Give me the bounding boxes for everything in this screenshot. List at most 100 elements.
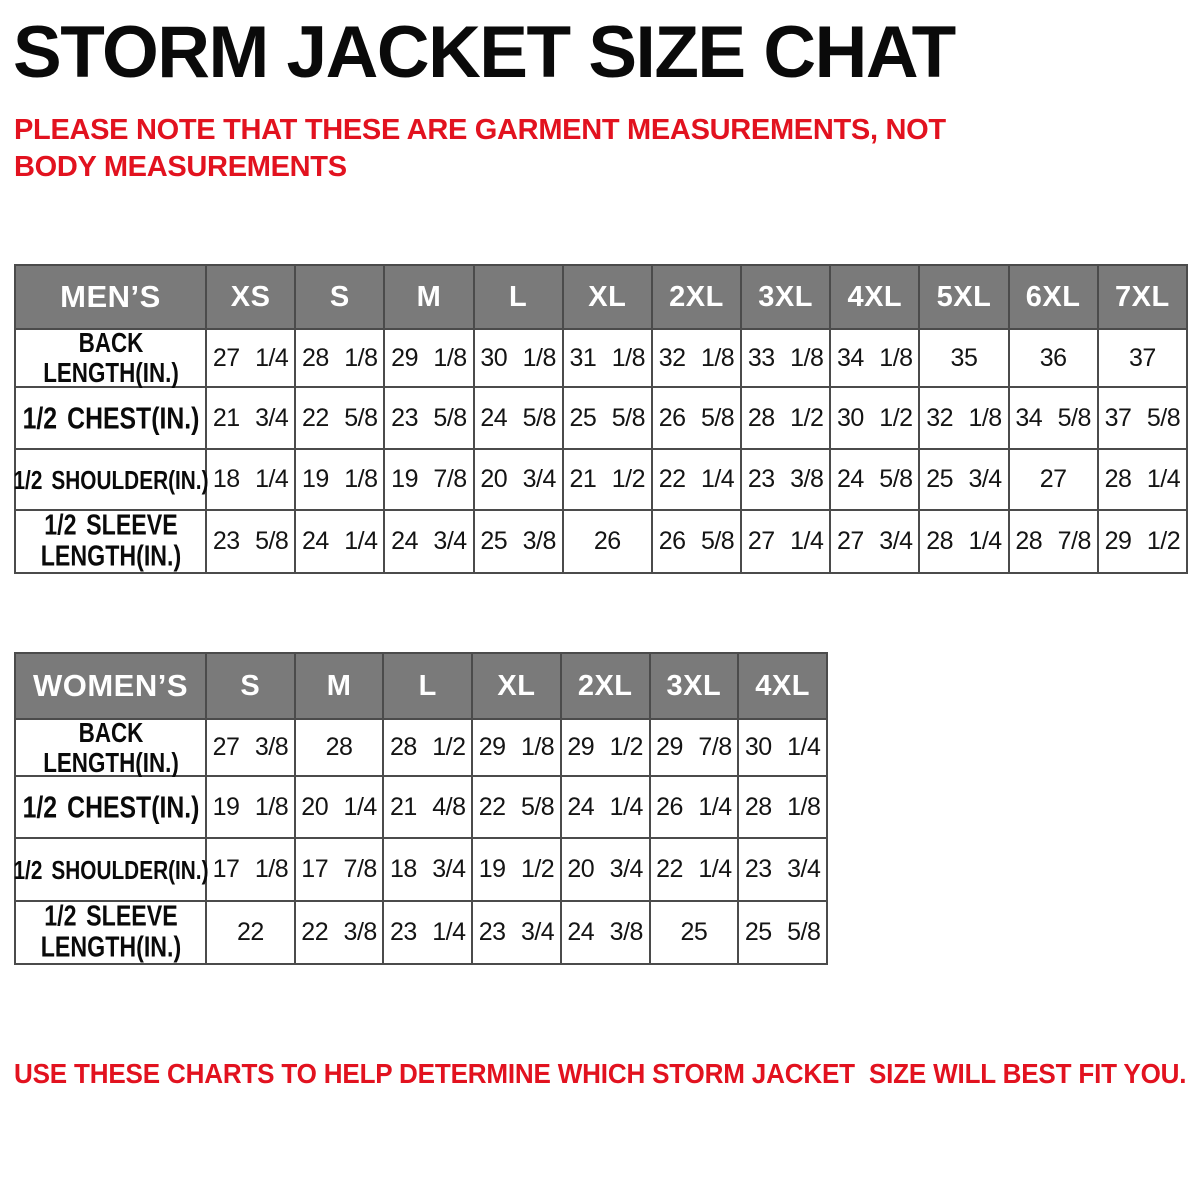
size-cell: 24 5/8 xyxy=(829,448,921,511)
mens-table-title: MEN’S xyxy=(14,264,207,330)
row-label: 1/2 CHEST(IN.) xyxy=(14,386,207,450)
size-cell: 27 3/8 xyxy=(205,718,296,777)
size-cell: 28 7/8 xyxy=(1007,509,1099,574)
row-label-text: 1/2 SLEEVE LENGTH(IN.) xyxy=(40,900,181,964)
size-col-header: 7XL xyxy=(1096,264,1189,330)
womens-table: WOMEN’S S M L XL 2XL 3XL 4XL BACK LENGTH(IN.) 27 … xyxy=(12,652,828,965)
size-col-header: S xyxy=(294,264,386,330)
size-col-header: XL xyxy=(561,264,653,330)
size-cell: 26 1/4 xyxy=(648,775,740,839)
size-cell: 24 1/4 xyxy=(294,509,386,574)
row-label-text: 1/2 SHOULDER(IN.) xyxy=(12,854,209,885)
size-cell: 23 5/8 xyxy=(204,509,297,574)
size-cell: 22 1/4 xyxy=(650,448,743,511)
mens-size-table: MEN’S XS S M L XL 2XL 3XL 4XL 5XL 6XL 7XL BACK LENGT… xyxy=(13,264,1189,574)
size-cell: 34 1/8 xyxy=(829,328,921,388)
size-cell: 22 5/8 xyxy=(471,775,562,839)
row-label: 1/2 SHOULDER(IN.) xyxy=(12,837,209,902)
size-cell: 33 1/8 xyxy=(740,328,832,388)
row-label-text: 1/2 SLEEVE LENGTH(IN.) xyxy=(40,509,181,573)
size-cell: 24 1/4 xyxy=(559,775,651,839)
row-label: 1/2 CHEST(IN.) xyxy=(14,775,207,839)
size-cell: 21 4/8 xyxy=(382,775,474,839)
size-cell: 21 3/4 xyxy=(204,386,297,450)
size-cell: 21 1/2 xyxy=(561,448,653,511)
size-col-header: 3XL xyxy=(648,652,740,720)
size-cell: 28 1/4 xyxy=(918,509,1010,574)
size-col-header: 4XL xyxy=(829,264,921,330)
table-row: 1/2 SLEEVE LENGTH(IN.) 22 22 3/8 23 1/4 23 3… xyxy=(14,900,828,965)
row-label: 1/2 SLEEVE LENGTH(IN.) xyxy=(14,900,207,965)
size-cell: 26 5/8 xyxy=(650,509,743,574)
size-cell: 32 1/8 xyxy=(650,328,743,388)
size-cell: 18 3/4 xyxy=(382,837,474,902)
row-label: 1/2 SLEEVE LENGTH(IN.) xyxy=(14,509,207,574)
size-cell: 23 3/4 xyxy=(471,900,562,965)
size-cell: 25 3/8 xyxy=(472,509,564,574)
size-cell: 30 1/8 xyxy=(472,328,564,388)
size-cell: 27 xyxy=(1007,448,1099,511)
size-cell: 34 5/8 xyxy=(1007,386,1099,450)
size-col-header: S xyxy=(205,652,296,720)
size-cell: 26 5/8 xyxy=(650,386,743,450)
table-row: BACK LENGTH(IN.) 27 3/8 28 28 1/2 29 1/8 29 1… xyxy=(14,717,828,777)
size-cell: 29 1/8 xyxy=(471,718,562,777)
table-row: 1/2 SLEEVE LENGTH(IN.) 23 5/8 24 1/4 24 3/4… xyxy=(14,509,1189,574)
size-cell: 28 1/2 xyxy=(740,386,832,450)
table-row: 1/2 CHEST(IN.) 21 3/4 22 5/8 23 5/8 24 5/8 25… xyxy=(14,386,1189,450)
row-label-text: 1/2 CHEST(IN.) xyxy=(22,400,199,436)
size-col-header: L xyxy=(382,652,474,720)
size-cell: 20 3/4 xyxy=(559,837,651,902)
size-cell: 24 5/8 xyxy=(472,386,564,450)
table-row: 1/2 SHOULDER(IN.) 18 1/4 19 1/8 19 7/8 20 3/… xyxy=(13,448,1189,511)
row-label: BACK LENGTH(IN.) xyxy=(14,326,207,388)
size-col-header: M xyxy=(293,652,385,720)
size-cell: 29 7/8 xyxy=(648,718,740,777)
size-col-header: 4XL xyxy=(737,652,828,720)
size-cell: 25 5/8 xyxy=(561,386,653,450)
size-col-header: XL xyxy=(471,652,562,720)
size-col-header: 3XL xyxy=(740,264,832,330)
size-cell: 23 1/4 xyxy=(382,900,474,965)
size-cell: 27 1/4 xyxy=(740,509,832,574)
size-cell: 19 1/8 xyxy=(294,448,386,511)
size-cell: 22 xyxy=(205,900,296,965)
size-cell: 25 5/8 xyxy=(737,900,828,965)
womens-table-title: WOMEN’S xyxy=(14,652,207,720)
size-cell: 17 7/8 xyxy=(293,837,385,902)
size-cell: 29 1/8 xyxy=(383,328,475,388)
size-cell: 23 3/4 xyxy=(737,837,828,902)
womens-size-table: WOMEN’S S M L XL 2XL 3XL 4XL BACK LENGTH(IN.) 27 … xyxy=(12,652,828,965)
size-cell: 22 1/4 xyxy=(648,837,740,902)
size-cell: 20 1/4 xyxy=(293,775,385,839)
size-col-header: L xyxy=(472,264,564,330)
size-cell: 31 1/8 xyxy=(561,328,653,388)
size-cell: 19 7/8 xyxy=(383,448,475,511)
mens-table: MEN’S XS S M L XL 2XL 3XL 4XL 5XL 6XL 7XL BACK LENGT… xyxy=(13,264,1189,574)
size-cell: 18 1/4 xyxy=(204,448,297,511)
size-cell: 19 1/2 xyxy=(471,837,562,902)
row-label-text: 1/2 CHEST(IN.) xyxy=(22,789,199,825)
size-cell: 27 1/4 xyxy=(204,328,297,388)
size-cell: 28 xyxy=(293,718,385,777)
size-cell: 37 xyxy=(1096,328,1189,388)
size-cell: 28 1/8 xyxy=(737,775,828,839)
size-cell: 30 1/4 xyxy=(737,718,828,777)
size-col-header: 6XL xyxy=(1007,264,1099,330)
row-label: 1/2 SHOULDER(IN.) xyxy=(13,448,208,511)
row-label-text: BACK LENGTH(IN.) xyxy=(42,326,179,388)
size-col-header: 2XL xyxy=(559,652,651,720)
table-row: 1/2 CHEST(IN.) 19 1/8 20 1/4 21 4/8 22 5/8 24… xyxy=(14,775,828,839)
size-cell: 24 3/4 xyxy=(383,509,475,574)
size-cell: 26 xyxy=(561,509,653,574)
size-cell: 19 1/8 xyxy=(205,775,296,839)
size-cell: 35 xyxy=(918,328,1010,388)
size-cell: 37 5/8 xyxy=(1096,386,1189,450)
size-cell: 23 5/8 xyxy=(383,386,475,450)
size-col-header: 2XL xyxy=(650,264,743,330)
size-cell: 29 1/2 xyxy=(559,718,651,777)
size-cell: 23 3/8 xyxy=(740,448,832,511)
size-cell: 30 1/2 xyxy=(829,386,921,450)
size-cell: 29 1/2 xyxy=(1096,509,1189,574)
size-cell: 22 3/8 xyxy=(293,900,385,965)
